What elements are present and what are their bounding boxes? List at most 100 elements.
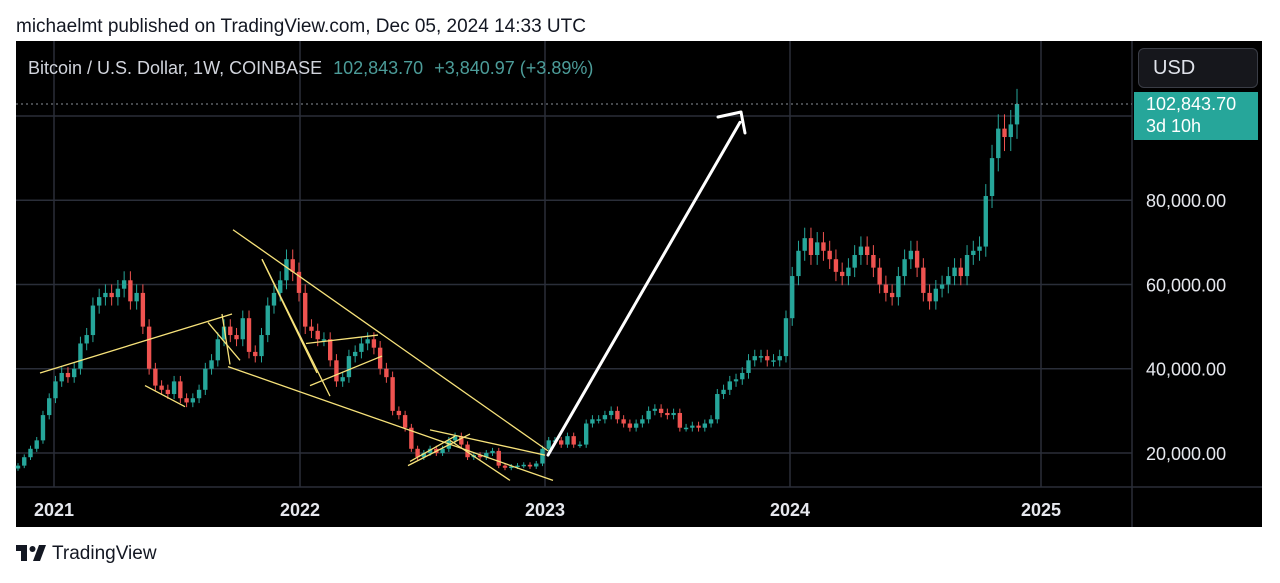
candle-body xyxy=(790,276,795,319)
bar-countdown-label: 3d 10h xyxy=(1146,116,1201,136)
candle-body xyxy=(371,339,377,348)
candle-body xyxy=(190,398,196,403)
candle-body xyxy=(415,448,420,458)
candle-body xyxy=(153,368,158,386)
tradingview-logo-icon xyxy=(16,545,46,561)
candle-body xyxy=(815,242,820,256)
candle-body xyxy=(96,297,102,306)
candle-body xyxy=(22,457,27,466)
candle-body xyxy=(284,259,289,281)
candle-body xyxy=(502,465,508,468)
candle-series xyxy=(15,88,1020,471)
candle-body xyxy=(359,343,364,352)
candle-body xyxy=(733,379,739,382)
candle-body xyxy=(658,408,664,413)
candle-body xyxy=(346,356,352,378)
candle-body xyxy=(559,440,564,445)
candle-body xyxy=(627,423,633,428)
symbol-legend: Bitcoin / U.S. Dollar, 1W, COINBASE 102,… xyxy=(28,58,593,79)
candle-body xyxy=(577,444,583,447)
x-tick-label: 2021 xyxy=(34,500,74,520)
y-tick-label: 80,000.00 xyxy=(1146,191,1226,211)
candle-body xyxy=(883,284,889,293)
candle-body xyxy=(683,427,689,430)
candle-body xyxy=(571,436,576,445)
candle-body xyxy=(914,250,920,268)
candle-body xyxy=(90,305,96,336)
candle-body xyxy=(115,288,121,298)
chart-axes: 2021 2022 2023 2024 2025 20,000.00 40,000.00 60… xyxy=(16,41,1262,527)
candle-body xyxy=(296,271,302,293)
channel-lower-line xyxy=(227,366,554,481)
candle-body xyxy=(715,394,720,420)
candle-body xyxy=(608,410,614,416)
candle-body xyxy=(377,347,383,369)
candle-body xyxy=(927,292,932,302)
chart-grid xyxy=(16,41,1132,487)
publisher-byline: michaelmt published on TradingView.com, … xyxy=(16,16,586,37)
candle-body xyxy=(490,450,495,453)
candle-body xyxy=(565,436,570,445)
drawing-annotations xyxy=(39,110,747,481)
candle-body xyxy=(1014,104,1020,125)
candle-body xyxy=(1008,124,1013,138)
candle-body xyxy=(902,259,907,277)
candle-body xyxy=(933,288,939,302)
candle-body xyxy=(765,356,770,361)
candle-body xyxy=(402,415,408,428)
legend-price: 102,843.70 xyxy=(333,58,424,78)
candle-body xyxy=(596,419,601,421)
candle-body xyxy=(877,267,882,285)
candle-body xyxy=(103,292,108,298)
candle-body xyxy=(633,423,639,428)
candle-body xyxy=(721,389,726,395)
candle-body xyxy=(671,412,676,416)
candle-body xyxy=(821,242,826,251)
candle-body xyxy=(796,250,801,277)
candle-body xyxy=(59,372,64,382)
candle-body xyxy=(540,448,545,464)
candle-body xyxy=(802,238,807,251)
candle-body xyxy=(278,280,283,293)
candle-body xyxy=(265,305,270,336)
candle-body xyxy=(615,410,620,420)
candle-body xyxy=(852,255,857,268)
candle-body xyxy=(171,381,177,395)
candle-body xyxy=(240,318,245,340)
projection-arrow-head xyxy=(716,110,747,135)
candle-body xyxy=(365,339,370,344)
candle-body xyxy=(771,360,776,362)
candle-body xyxy=(590,419,595,424)
candle-body xyxy=(521,464,526,467)
symbol-title: Bitcoin / U.S. Dollar, 1W, COINBASE xyxy=(28,58,323,78)
candle-body xyxy=(390,377,395,411)
trendline xyxy=(221,313,231,365)
candle-body xyxy=(496,450,501,466)
candle-body xyxy=(421,453,427,458)
candle-body xyxy=(939,284,945,289)
candle-body xyxy=(290,259,295,272)
candle-body xyxy=(839,271,845,277)
candle-body xyxy=(140,292,146,327)
candle-body xyxy=(65,372,71,378)
currency-button[interactable]: USD xyxy=(1138,48,1258,88)
candle-body xyxy=(34,440,39,449)
candle-body xyxy=(871,255,876,268)
candle-body xyxy=(340,377,345,382)
candle-body xyxy=(864,246,870,256)
candle-body xyxy=(727,381,732,390)
candle-body xyxy=(78,343,83,369)
x-tick-label: 2023 xyxy=(525,500,565,520)
candle-body xyxy=(740,372,745,380)
candle-body xyxy=(184,398,189,403)
candle-body xyxy=(746,360,751,373)
candle-body xyxy=(983,196,988,247)
candle-body xyxy=(84,335,89,344)
candle-body xyxy=(40,415,46,441)
candle-body xyxy=(702,423,707,428)
candle-body xyxy=(309,326,314,331)
candle-body xyxy=(652,408,658,411)
candle-body xyxy=(215,339,220,361)
candle-body xyxy=(696,425,701,428)
